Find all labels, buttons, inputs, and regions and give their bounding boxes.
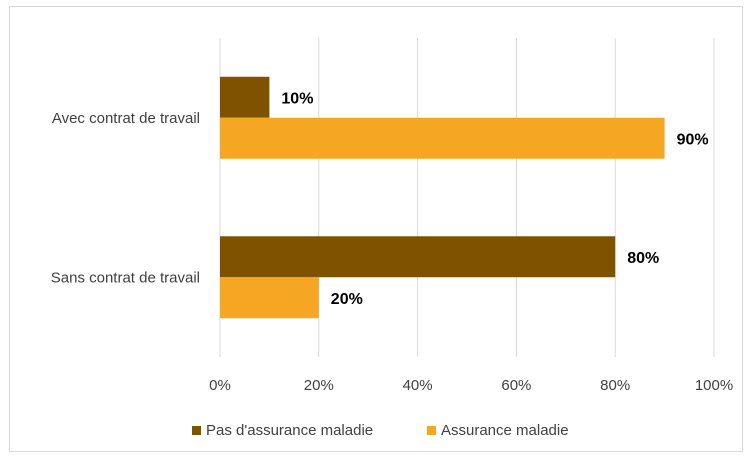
x-tick-label: 100% — [695, 377, 733, 394]
x-tick-label: 80% — [600, 377, 630, 394]
legend-label: Pas d'assurance maladie — [206, 422, 373, 439]
legend: Pas d'assurance maladie Assurance maladie — [192, 422, 569, 439]
category-labels: Avec contrat de travail Sans contrat de t… — [51, 110, 200, 287]
data-label: 80% — [627, 250, 659, 267]
bar — [220, 277, 319, 319]
x-tick-label: 40% — [403, 377, 433, 394]
x-tick-label: 0% — [209, 377, 231, 394]
data-label: 10% — [281, 90, 313, 107]
data-labels: 10% 90% 80% 20% — [281, 90, 708, 308]
bars — [220, 76, 665, 319]
data-label: 90% — [677, 131, 709, 148]
bar — [220, 117, 665, 159]
legend-swatch — [192, 426, 201, 435]
chart-frame — [9, 6, 743, 452]
x-tick-labels: 0% 20% 40% 60% 80% 100% — [209, 377, 733, 394]
category-label: Avec contrat de travail — [52, 110, 200, 127]
legend-swatch — [427, 426, 436, 435]
x-tick-label: 60% — [501, 377, 531, 394]
legend-label: Assurance maladie — [441, 422, 569, 439]
category-label: Sans contrat de travail — [51, 269, 200, 286]
data-label: 20% — [331, 291, 363, 308]
x-tick-label: 20% — [304, 377, 334, 394]
bar — [220, 76, 270, 118]
bar — [220, 236, 616, 278]
